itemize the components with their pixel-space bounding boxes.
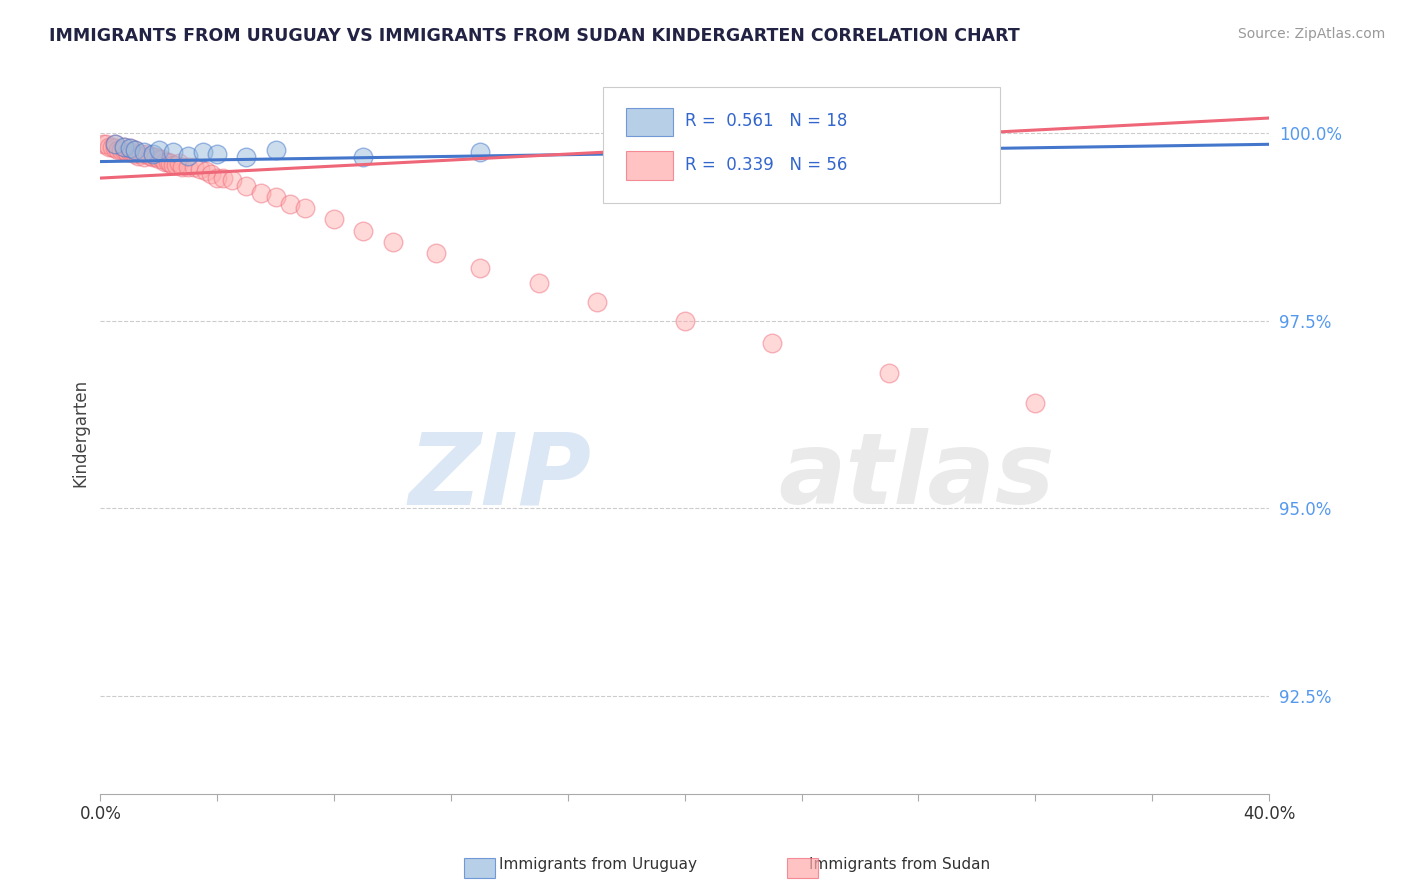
FancyBboxPatch shape [626,108,673,136]
Point [153,154,176,169]
Point [124,147,146,161]
Point [172,160,194,174]
Point [118,145,141,159]
Point [235,150,257,164]
Text: Source: ZipAtlas.com: Source: ZipAtlas.com [1237,27,1385,41]
Point [121,145,143,159]
Point [278,197,301,211]
Point [323,212,346,227]
Point [127,148,149,162]
Point [145,150,167,164]
Point [162,157,184,171]
Point [212,171,235,186]
Point [124,143,146,157]
Point [352,224,374,238]
Point [134,145,156,159]
Point [101,139,124,153]
Point [527,276,550,290]
Point [425,246,447,260]
Text: Immigrants from Uruguay: Immigrants from Uruguay [499,857,696,872]
Point [115,145,138,159]
Point [112,139,135,153]
Point [136,147,159,161]
Point [188,162,211,177]
Point [104,141,127,155]
Point [177,148,200,162]
Text: IMMIGRANTS FROM URUGUAY VS IMMIGRANTS FROM SUDAN KINDERGARTEN CORRELATION CHART: IMMIGRANTS FROM URUGUAY VS IMMIGRANTS FR… [49,27,1019,45]
Point [104,137,127,152]
Point [381,235,404,249]
Point [191,145,214,159]
Point [142,150,165,164]
Point [159,156,181,170]
Point [167,156,190,170]
Point [200,167,222,181]
Point [104,137,127,152]
Point [205,171,228,186]
Point [156,154,179,169]
Point [118,141,141,155]
Point [150,153,173,167]
Point [264,190,287,204]
Point [162,145,184,159]
Point [470,261,492,276]
Point [586,295,609,310]
Point [110,143,132,157]
FancyBboxPatch shape [603,87,1000,202]
Point [221,172,243,186]
Point [148,153,170,167]
Point [294,201,316,215]
Point [142,147,165,161]
Point [1024,396,1046,410]
Point [194,163,217,178]
Point [96,137,118,152]
FancyBboxPatch shape [626,151,673,179]
Point [264,143,287,157]
Point [183,160,205,174]
Point [124,143,146,157]
Text: R =  0.339   N = 56: R = 0.339 N = 56 [685,155,846,174]
Point [673,314,696,328]
Point [165,157,187,171]
Point [470,145,492,159]
Point [205,147,228,161]
Point [107,143,129,157]
Text: atlas: atlas [778,428,1054,525]
Bar [787,858,818,878]
Point [112,143,135,157]
Point [129,147,152,161]
Point [877,366,900,380]
Text: R =  0.561   N = 18: R = 0.561 N = 18 [685,112,846,130]
Point [614,145,637,159]
Text: ZIP: ZIP [408,428,591,525]
Point [849,148,872,162]
Point [98,139,121,153]
Bar [464,858,495,878]
Point [91,137,114,152]
Point [148,143,170,157]
Point [235,178,257,193]
Point [352,150,374,164]
Point [250,186,273,200]
Point [139,148,162,162]
Point [112,139,135,153]
Y-axis label: Kindergarten: Kindergarten [72,379,89,487]
Point [118,141,141,155]
Text: Immigrants from Sudan: Immigrants from Sudan [810,857,990,872]
Point [761,336,783,351]
Point [134,150,156,164]
Point [177,160,200,174]
